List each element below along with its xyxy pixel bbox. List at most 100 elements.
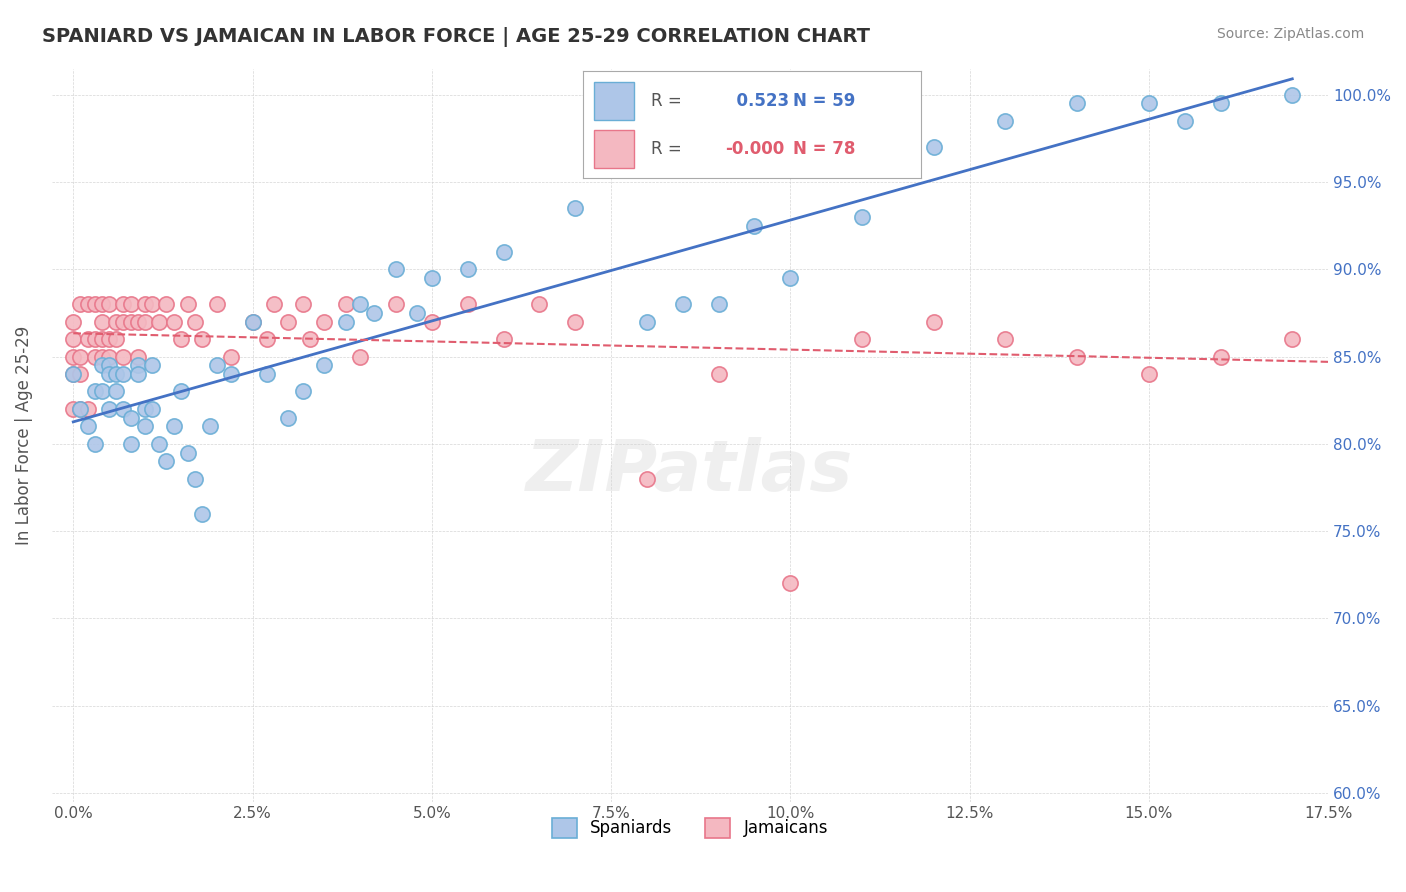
Point: [492, 332, 515, 346]
Point: [256, 332, 278, 346]
Point: [363, 306, 385, 320]
Point: [314, 315, 336, 329]
Point: [112, 367, 135, 381]
Point: [69, 297, 91, 311]
Point: [1281, 332, 1303, 346]
Point: [205, 358, 228, 372]
Text: ZIPatlas: ZIPatlas: [526, 437, 853, 506]
Point: [492, 244, 515, 259]
Point: [134, 401, 156, 416]
Point: [994, 114, 1017, 128]
Point: [62, 315, 84, 329]
Point: [256, 367, 278, 381]
Point: [69, 401, 91, 416]
Point: [83, 437, 105, 451]
Point: [291, 297, 314, 311]
Text: N = 78: N = 78: [793, 141, 855, 159]
Point: [1066, 96, 1088, 111]
Point: [98, 401, 121, 416]
Point: [191, 507, 214, 521]
Text: -0.000: -0.000: [725, 141, 785, 159]
Point: [105, 332, 128, 346]
Point: [335, 315, 357, 329]
Point: [134, 315, 156, 329]
Legend: Spaniards, Jamaicans: Spaniards, Jamaicans: [546, 811, 835, 845]
Point: [98, 367, 121, 381]
Point: [83, 332, 105, 346]
Point: [1137, 96, 1160, 111]
Point: [242, 315, 264, 329]
Point: [141, 401, 163, 416]
Point: [91, 358, 114, 372]
Point: [298, 332, 321, 346]
Point: [148, 437, 170, 451]
Point: [672, 297, 695, 311]
Point: [62, 367, 84, 381]
Text: Source: ZipAtlas.com: Source: ZipAtlas.com: [1216, 27, 1364, 41]
Point: [291, 384, 314, 399]
Point: [191, 332, 214, 346]
Point: [177, 297, 200, 311]
Point: [76, 332, 98, 346]
Point: [1174, 114, 1197, 128]
Point: [707, 297, 730, 311]
Point: [851, 210, 873, 224]
Point: [1281, 87, 1303, 102]
Point: [385, 262, 408, 277]
Point: [62, 332, 84, 346]
Point: [1066, 350, 1088, 364]
Point: [457, 297, 479, 311]
Point: [62, 401, 84, 416]
Point: [127, 367, 149, 381]
Point: [529, 297, 551, 311]
Point: [779, 576, 801, 591]
Point: [385, 297, 408, 311]
Point: [707, 367, 730, 381]
Point: [112, 350, 135, 364]
Point: [1209, 96, 1232, 111]
Point: [170, 384, 193, 399]
Point: [406, 306, 429, 320]
Point: [91, 350, 114, 364]
Point: [177, 445, 200, 459]
Point: [83, 384, 105, 399]
Point: [184, 472, 207, 486]
Point: [91, 315, 114, 329]
Point: [134, 419, 156, 434]
Point: [564, 201, 586, 215]
Point: [91, 297, 114, 311]
Point: [141, 358, 163, 372]
Point: [98, 297, 121, 311]
Point: [105, 367, 128, 381]
Point: [105, 315, 128, 329]
Point: [69, 367, 91, 381]
Text: R =: R =: [651, 141, 682, 159]
Point: [1209, 350, 1232, 364]
Point: [744, 219, 766, 233]
Point: [62, 350, 84, 364]
Point: [184, 315, 207, 329]
Point: [219, 350, 242, 364]
Point: [263, 297, 285, 311]
Text: N = 59: N = 59: [793, 93, 855, 111]
Point: [120, 315, 142, 329]
Point: [349, 297, 371, 311]
Point: [112, 315, 135, 329]
Point: [277, 410, 299, 425]
Point: [779, 271, 801, 285]
Point: [76, 419, 98, 434]
Point: [851, 332, 873, 346]
Point: [922, 140, 945, 154]
Point: [219, 367, 242, 381]
Point: [91, 332, 114, 346]
Point: [335, 297, 357, 311]
Point: [91, 384, 114, 399]
Point: [134, 297, 156, 311]
Point: [83, 297, 105, 311]
Text: SPANIARD VS JAMAICAN IN LABOR FORCE | AGE 25-29 CORRELATION CHART: SPANIARD VS JAMAICAN IN LABOR FORCE | AG…: [42, 27, 870, 46]
Point: [76, 297, 98, 311]
Point: [170, 332, 193, 346]
Point: [314, 358, 336, 372]
FancyBboxPatch shape: [593, 130, 634, 168]
Point: [112, 401, 135, 416]
